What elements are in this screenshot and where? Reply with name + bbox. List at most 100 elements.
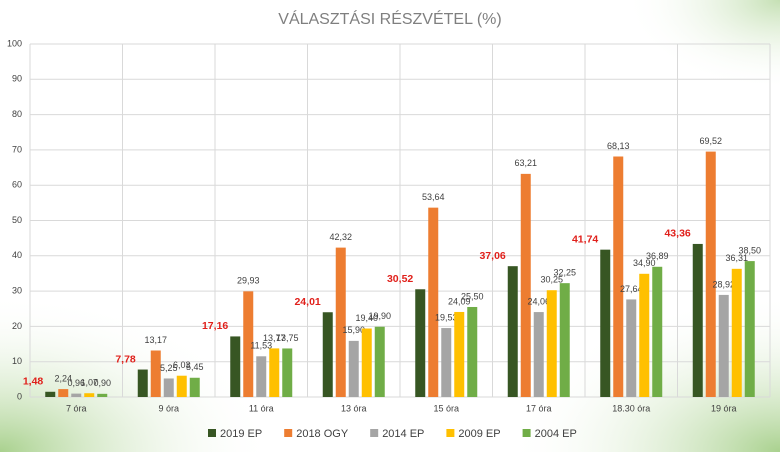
bar [150, 350, 161, 397]
value-label: 11,53 [250, 341, 272, 351]
bar [45, 391, 56, 397]
value-label: 7,78 [115, 353, 136, 365]
bar [520, 173, 531, 397]
y-tick-label: 0 [17, 391, 22, 401]
x-tick-label: 11 óra [249, 403, 274, 413]
bar [335, 247, 346, 397]
value-label: 5,25 [160, 363, 178, 373]
bar [613, 156, 624, 397]
value-label: 30,52 [387, 273, 413, 285]
x-tick-label: 7 óra [66, 403, 87, 413]
legend-label: 2004 EP [535, 428, 577, 440]
bar [705, 151, 716, 397]
x-tick-label: 15 óra [433, 403, 459, 413]
value-label: 69,52 [699, 136, 722, 146]
y-tick-label: 40 [12, 250, 22, 260]
bar [428, 207, 439, 397]
legend-swatch [208, 429, 216, 437]
bar [626, 299, 637, 397]
bar [533, 312, 544, 397]
bar [441, 328, 452, 397]
value-label: 24,01 [294, 296, 320, 308]
bar [559, 283, 570, 397]
value-label: 0,96 [67, 378, 85, 388]
legend-swatch [284, 429, 293, 437]
value-label: 27,64 [620, 284, 643, 294]
value-label: 28,92 [712, 279, 735, 289]
bar [58, 389, 69, 397]
legend-label: 2014 EP [382, 428, 424, 440]
value-label: 19,53 [435, 312, 458, 322]
x-tick-label: 18.30 óra [612, 403, 650, 413]
bar [282, 348, 293, 397]
value-label: 1,48 [23, 376, 44, 388]
bar [731, 268, 742, 397]
bar [374, 326, 385, 397]
legend-swatch [370, 429, 379, 437]
value-label: 25,50 [461, 291, 484, 301]
bar [176, 375, 187, 397]
bar [652, 266, 663, 397]
value-label: 53,64 [422, 192, 445, 202]
legend-label: 2018 OGY [296, 428, 349, 440]
value-label: 15,90 [342, 325, 365, 335]
bar [71, 393, 82, 397]
bar [189, 377, 200, 397]
bar [361, 328, 372, 397]
value-label: 63,21 [514, 158, 537, 168]
bar [546, 290, 557, 397]
bar [230, 336, 241, 397]
y-tick-label: 30 [12, 285, 22, 295]
y-tick-label: 60 [12, 180, 22, 190]
y-tick-label: 100 [7, 38, 22, 48]
value-label: 29,93 [237, 276, 260, 286]
value-label: 17,16 [202, 320, 228, 332]
value-label: 0,90 [93, 378, 111, 388]
value-label: 2,24 [54, 373, 72, 383]
value-label: 37,06 [479, 250, 505, 262]
bar [322, 312, 333, 397]
chart-title: VÁLASZTÁSI RÉSZVÉTEL (%) [278, 9, 501, 28]
bar [256, 356, 267, 397]
bar [163, 378, 174, 397]
bar [269, 348, 280, 397]
bar [348, 340, 359, 397]
x-tick-label: 17 óra [526, 403, 552, 413]
legend-swatch [522, 429, 531, 437]
x-tick-label: 9 óra [158, 403, 179, 413]
value-label: 19,90 [368, 311, 391, 321]
value-label: 30,25 [540, 275, 563, 285]
value-label: 6,03 [173, 360, 191, 370]
value-label: 36,89 [646, 251, 669, 261]
value-label: 36,31 [725, 253, 748, 263]
y-tick-label: 20 [12, 321, 22, 331]
bar [507, 266, 518, 397]
bar [467, 306, 478, 397]
value-label: 24,09 [448, 296, 471, 306]
legend-label: 2009 EP [458, 428, 500, 440]
y-tick-label: 70 [12, 144, 22, 154]
value-label: 13,77 [263, 333, 286, 343]
value-label: 13,17 [144, 335, 167, 345]
value-label: 34,90 [633, 258, 656, 268]
value-label: 68,13 [607, 141, 630, 151]
bar [744, 261, 755, 397]
value-label: 41,74 [572, 233, 598, 245]
legend-label: 2019 EP [220, 428, 262, 440]
bar [137, 369, 148, 397]
bar [84, 393, 95, 397]
bar [718, 294, 729, 397]
y-tick-label: 90 [12, 74, 22, 84]
bar [600, 249, 611, 397]
y-tick-label: 50 [12, 215, 22, 225]
value-label: 38,50 [738, 245, 761, 255]
value-label: 43,36 [664, 228, 690, 240]
y-tick-label: 10 [12, 356, 22, 366]
legend-swatch [446, 429, 455, 437]
bar [639, 273, 650, 397]
value-label: 5,45 [186, 362, 204, 372]
value-label: 13,75 [276, 333, 299, 343]
bar [243, 291, 254, 397]
